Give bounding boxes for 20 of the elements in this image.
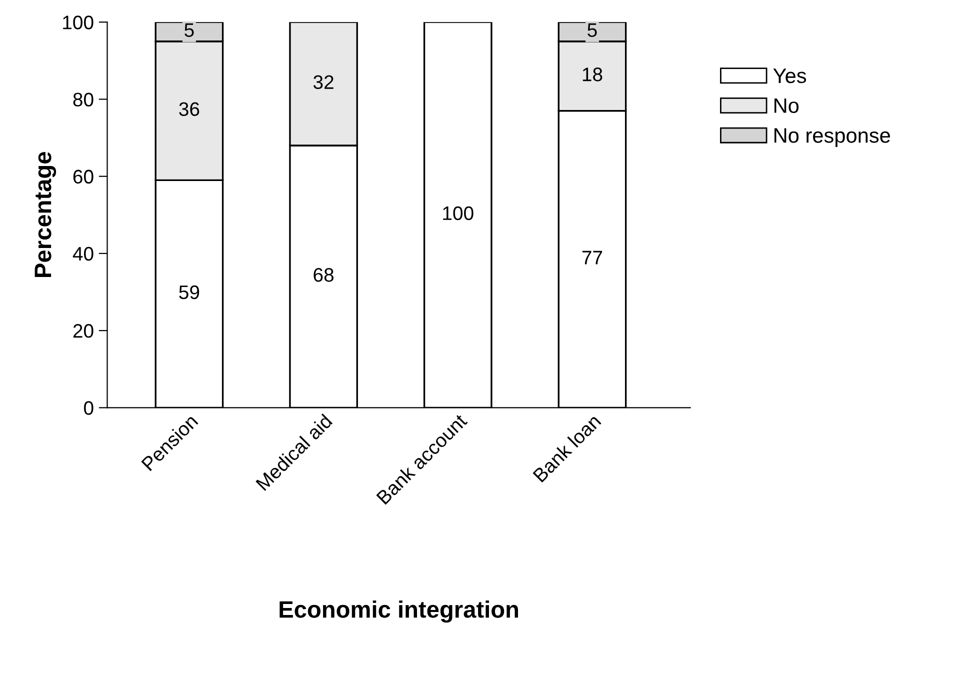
data-label: 18 [582,68,602,82]
data-label: 100 [443,206,474,220]
y-tick-label: 80 [73,92,94,106]
y-tick-label: 0 [84,401,94,415]
data-label: 68 [314,268,334,282]
data-label: 32 [313,75,334,90]
y-axis-title: Percentage [34,152,56,277]
data-label: 5 [184,23,194,37]
y-tick-label: 60 [73,170,94,184]
y-tick-label: 20 [73,324,94,338]
data-label: 5 [588,23,597,37]
y-tick-label: 40 [72,246,94,261]
legend-label: No response [774,128,890,147]
x-axis-title: Economic integration [280,600,518,623]
data-label: 77 [582,250,602,264]
legend-label: No [774,98,799,113]
legend-label: Yes [773,68,806,84]
data-label: 59 [179,285,200,300]
y-tick-label: 100 [63,16,94,30]
data-label: 36 [179,102,200,116]
